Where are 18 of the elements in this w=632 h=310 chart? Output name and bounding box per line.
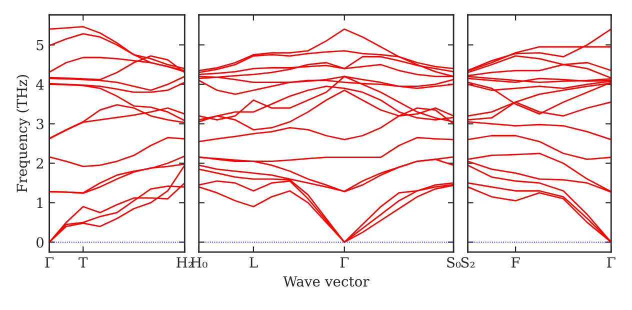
y-tick-label: 2 <box>36 158 44 169</box>
y-tick-label: 1 <box>37 198 42 208</box>
x-tick-label: T <box>78 257 88 268</box>
x-axis-title: Wave vector <box>283 276 370 287</box>
y-tick-label: 3 <box>36 118 44 130</box>
x-tick-label: Γ <box>607 257 616 268</box>
x-tick-label: Γ <box>340 257 349 268</box>
x-tick-label: S₂ <box>461 257 474 268</box>
y-tick-label: 0 <box>36 237 44 248</box>
y-tick-label: 5 <box>36 40 44 50</box>
x-tick-label: Γ <box>45 257 54 268</box>
x-tick-label: F <box>512 257 520 268</box>
x-tick-label: H₂ <box>176 257 193 268</box>
y-axis-title: Frequency (THz) <box>16 75 30 192</box>
x-tick-label: H₀ <box>190 257 208 268</box>
x-tick-label: L <box>250 257 258 268</box>
x-tick-label: S₀ <box>447 257 461 268</box>
y-tick-label: 4 <box>36 79 44 90</box>
